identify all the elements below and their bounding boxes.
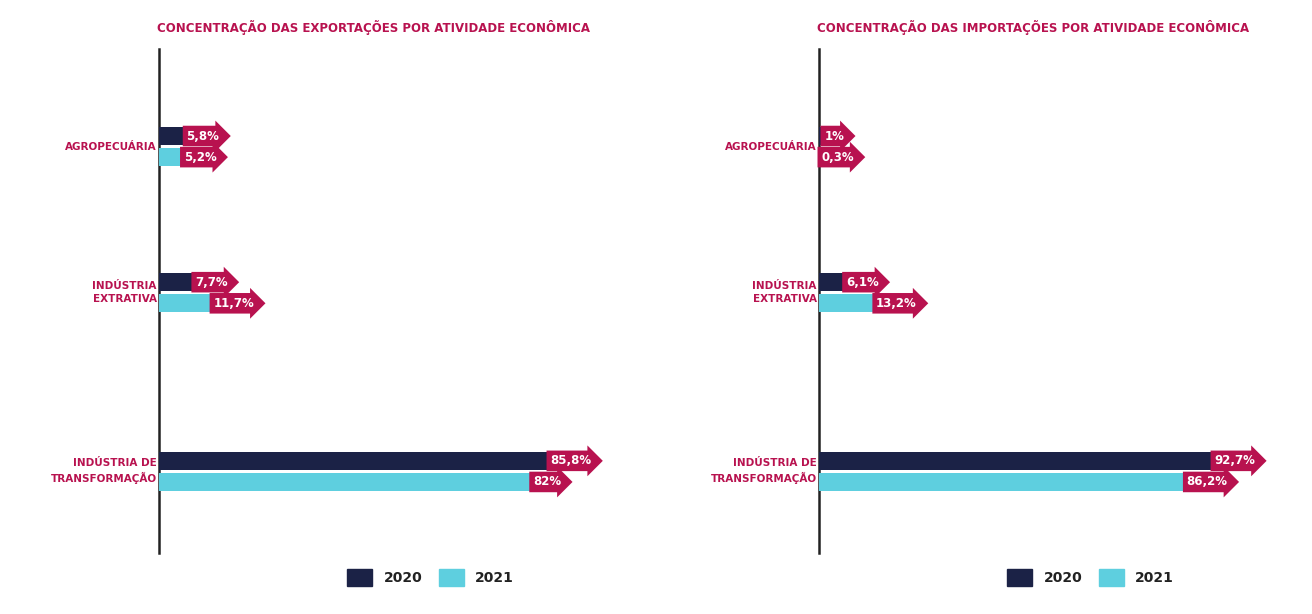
Text: 5,2%: 5,2%	[184, 150, 216, 163]
Bar	[819, 127, 823, 145]
Bar	[819, 473, 1186, 491]
Text: INDÚSTRIA DE
TRANSFORMAÇÃO: INDÚSTRIA DE TRANSFORMAÇÃO	[711, 458, 816, 484]
Bar	[159, 127, 185, 145]
Bar	[819, 294, 875, 313]
Bar	[159, 273, 194, 291]
Text: INDÚSTRIA DE
TRANSFORMAÇÃO: INDÚSTRIA DE TRANSFORMAÇÃO	[50, 458, 156, 484]
Text: 85,8%: 85,8%	[550, 454, 592, 467]
Text: INDÚSTRIA
EXTRATIVA: INDÚSTRIA EXTRATIVA	[92, 281, 156, 305]
Text: 86,2%: 86,2%	[1187, 475, 1228, 489]
Bar	[159, 452, 548, 470]
Text: AGROPECUÁRIA: AGROPECUÁRIA	[726, 142, 816, 152]
Text: CONCENTRAÇÃO DAS EXPORTAÇÕES POR ATIVIDADE ECONÔMICA: CONCENTRAÇÃO DAS EXPORTAÇÕES POR ATIVIDA…	[157, 20, 590, 36]
Text: AGROPECUÁRIA: AGROPECUÁRIA	[64, 142, 156, 152]
Legend: 2020, 2021: 2020, 2021	[348, 569, 514, 586]
Text: 11,7%: 11,7%	[214, 297, 255, 310]
Legend: 2020, 2021: 2020, 2021	[1008, 569, 1174, 586]
Text: INDÚSTRIA
EXTRATIVA: INDÚSTRIA EXTRATIVA	[752, 281, 816, 305]
Bar	[819, 452, 1214, 470]
Text: 7,7%: 7,7%	[195, 276, 228, 289]
Bar	[819, 273, 845, 291]
Text: 6,1%: 6,1%	[846, 276, 879, 289]
Text: 92,7%: 92,7%	[1215, 454, 1256, 467]
Text: 5,8%: 5,8%	[186, 130, 219, 142]
Bar	[159, 294, 213, 313]
Text: CONCENTRAÇÃO DAS IMPORTAÇÕES POR ATIVIDADE ECONÔMICA: CONCENTRAÇÃO DAS IMPORTAÇÕES POR ATIVIDA…	[817, 20, 1249, 36]
Bar	[159, 148, 182, 166]
Text: 1%: 1%	[824, 130, 844, 142]
Text: 82%: 82%	[533, 475, 562, 489]
Text: 13,2%: 13,2%	[876, 297, 917, 310]
Bar	[159, 473, 531, 491]
Text: 0,3%: 0,3%	[821, 150, 854, 163]
